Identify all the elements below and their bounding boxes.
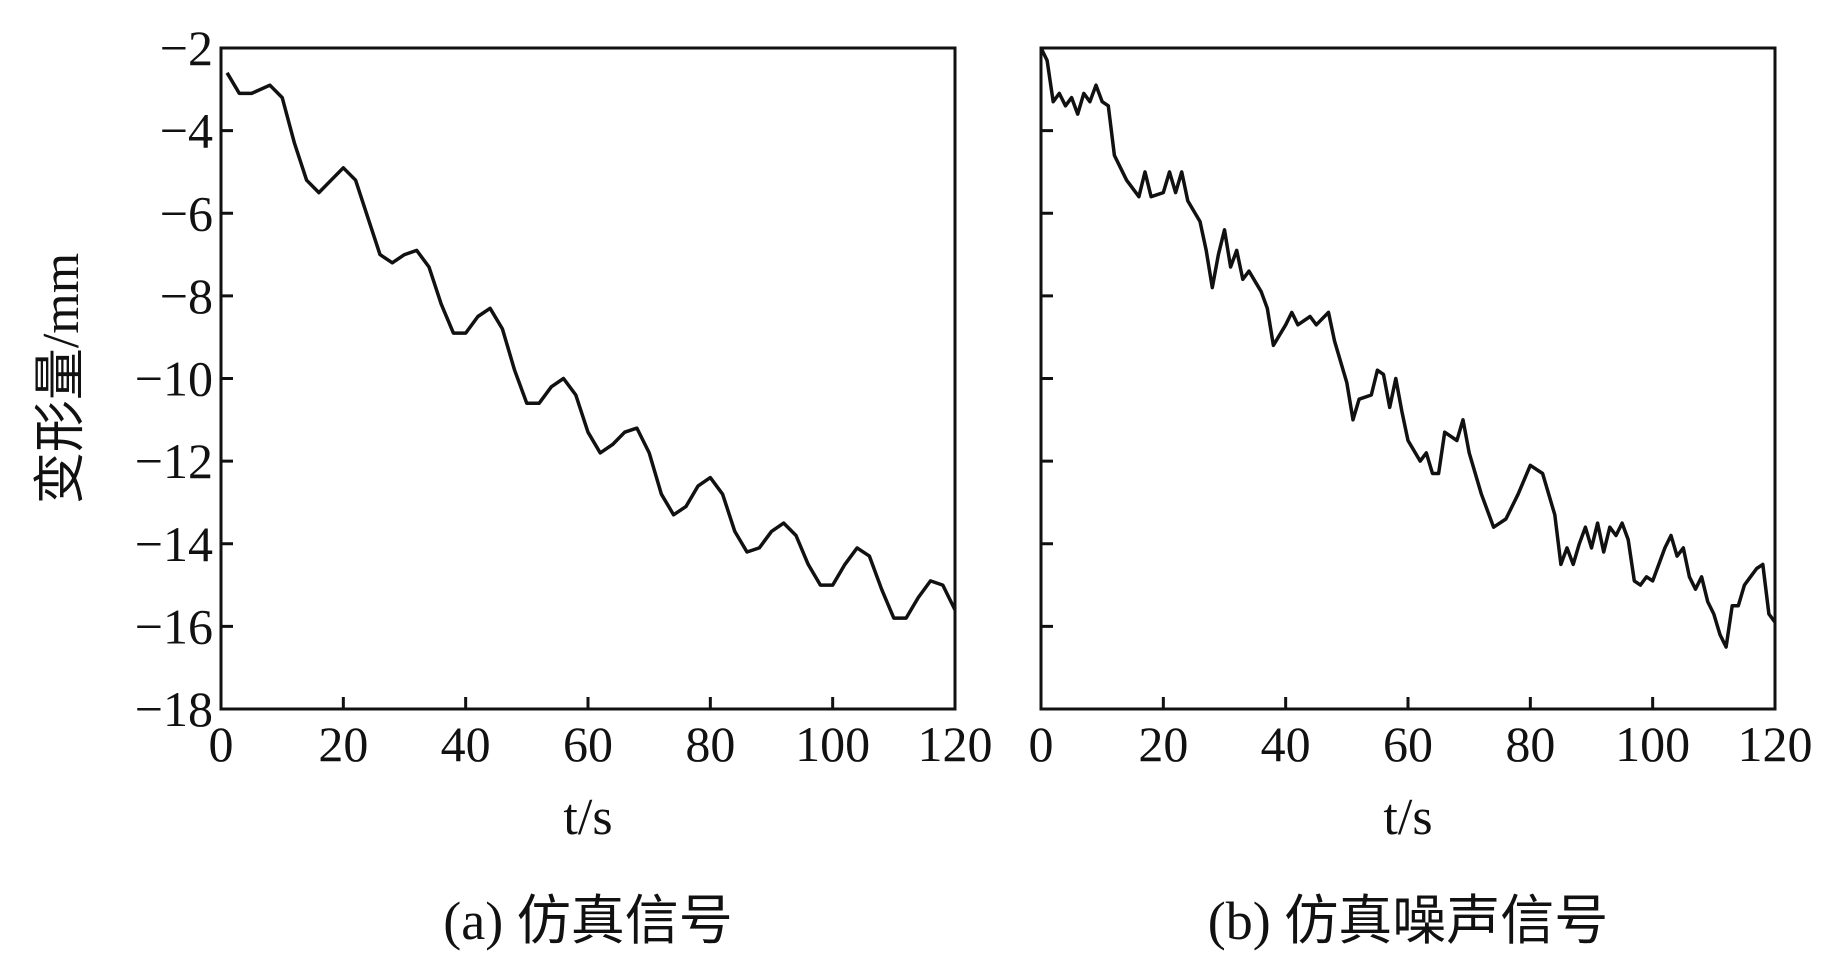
x-tick-label: 60 xyxy=(1383,716,1433,772)
x-tick-label: 120 xyxy=(1738,716,1813,772)
x-tick-label: 40 xyxy=(441,716,491,772)
x-tick-label: 100 xyxy=(795,716,870,772)
y-tick-label: −18 xyxy=(135,681,213,737)
y-tick-label: −6 xyxy=(160,185,213,241)
data-line xyxy=(1039,47,1777,649)
x-tick-label: 120 xyxy=(918,716,993,772)
x-tick-label: 0 xyxy=(209,716,234,772)
y-tick-label: −8 xyxy=(160,268,213,324)
x-tick-label: 40 xyxy=(1261,716,1311,772)
plot-frame xyxy=(1039,46,1777,711)
y-tick-label: −10 xyxy=(135,351,213,407)
caption: (b) 仿真噪声信号 xyxy=(1208,891,1608,951)
y-tick-label: −4 xyxy=(160,103,213,159)
x-tick-label: 0 xyxy=(1029,716,1054,772)
data-line xyxy=(225,71,957,620)
y-tick-label: −14 xyxy=(135,516,213,572)
y-tick-label: −2 xyxy=(160,20,213,76)
y-tick-label: −12 xyxy=(135,433,213,489)
x-tick-label: 60 xyxy=(563,716,613,772)
plot-frame xyxy=(219,46,957,711)
x-tick-label: 20 xyxy=(1138,716,1188,772)
x-tick-label: 80 xyxy=(1505,716,1555,772)
x-tick-label: 20 xyxy=(318,716,368,772)
x-tick-label: 80 xyxy=(685,716,735,772)
y-tick-label: −16 xyxy=(135,598,213,654)
x-axis-label: t/s xyxy=(563,789,612,846)
caption: (a) 仿真信号 xyxy=(443,891,732,951)
x-tick-label: 100 xyxy=(1615,716,1690,772)
x-axis-label: t/s xyxy=(1383,789,1432,846)
y-axis-label: 变形量/mm xyxy=(33,253,90,504)
